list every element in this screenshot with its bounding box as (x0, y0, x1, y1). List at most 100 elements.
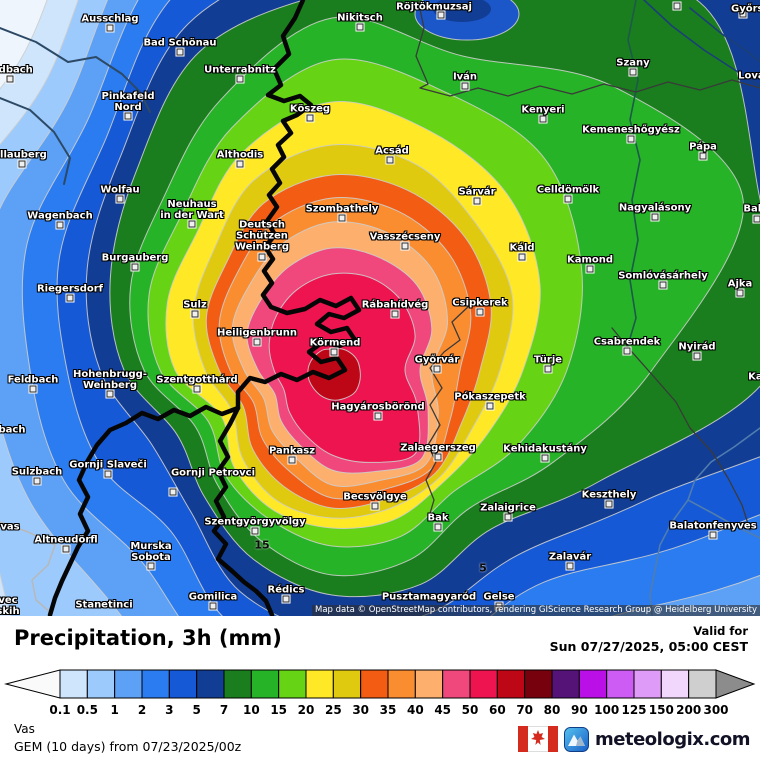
town-marker (540, 453, 550, 463)
town-label: Unterrabnitz (204, 64, 276, 76)
legend-tick-label: 20 (298, 703, 315, 716)
legend-tick-label: 60 (489, 703, 506, 716)
town-marker (373, 411, 383, 421)
legend-tick-label: 125 (621, 703, 646, 716)
legend-tick-label: 45 (434, 703, 451, 716)
town-label: Balatonfenyves (669, 520, 757, 532)
town-label: Wagenbach (27, 210, 93, 222)
legend-tick-label: 50 (462, 703, 479, 716)
town-marker (503, 512, 513, 522)
legend-tick-label: 0.1 (49, 703, 70, 716)
admin-border (425, 304, 471, 521)
town-label: Nikitsch (337, 12, 383, 24)
legend-color-segment (223, 669, 252, 699)
town-label: Nagyalásony (618, 202, 692, 214)
town-marker (400, 241, 410, 251)
town-marker (692, 351, 702, 361)
legend-color-segment (196, 669, 225, 699)
legend-color-segment (688, 669, 717, 699)
legend-tick-label: 90 (571, 703, 588, 716)
legend-color-segment (59, 669, 88, 699)
town-marker (28, 384, 38, 394)
precipitation-map[interactable]: Ausschlag Bad Schönau Unterrabnitz Nikitsch… (0, 0, 760, 616)
town-label: Szentgyörgyvölgy (204, 516, 306, 528)
town-label: Deutsch Schützen Weinberg (234, 219, 290, 253)
town-marker (433, 452, 443, 462)
town-label: Becsvölgye (343, 491, 407, 503)
town-label: Szany (616, 57, 650, 69)
town-label: Gelse (483, 591, 515, 603)
town-marker (385, 155, 395, 165)
town-label: Körmend (309, 337, 361, 349)
town-label: Hagyárosbörönd (331, 401, 425, 413)
legend-color-segment (633, 669, 662, 699)
region-name: Vas (14, 722, 35, 736)
town-label: Csabrendek (593, 336, 661, 348)
town-label: Bad Schönau (143, 37, 217, 49)
model-run-info: GEM (10 days) from 07/23/2025/00z (14, 739, 242, 754)
legend-tick-label: 15 (270, 703, 287, 716)
river (0, 97, 71, 185)
town-label: Sulz (183, 299, 207, 311)
town-label: Türje (533, 354, 563, 366)
town-label: ldbach (0, 64, 33, 76)
town-marker (485, 401, 495, 411)
town-label: Pusztamagyaród (381, 591, 477, 603)
town-label: Pinkafeld Nord (101, 90, 155, 113)
town-marker (337, 213, 347, 223)
town-label: Gornji Petrovci (170, 467, 256, 479)
town-label: Altneudörfl (34, 534, 98, 546)
town-marker (115, 194, 125, 204)
legend-tick-label: 100 (594, 703, 619, 716)
legend-tick-label: 3 (165, 703, 173, 716)
town-marker (305, 113, 315, 123)
town-label: Bakony (743, 203, 760, 215)
town-label: Riegersdorf (36, 283, 104, 295)
town-marker (61, 544, 71, 554)
town-marker (472, 196, 482, 206)
contour-value-label: 15 (254, 538, 270, 552)
town-marker (432, 364, 442, 374)
town-label: Stanetinci (75, 599, 133, 611)
town-label: Vasszécseny (369, 231, 441, 243)
town-label: Ajka (727, 278, 753, 290)
town-marker (250, 526, 260, 536)
brand-logo[interactable]: meteologix.com (518, 726, 750, 752)
legend-color-segment (278, 669, 307, 699)
town-label: öllauberg (0, 149, 47, 161)
town-label: Feldbach (7, 374, 59, 386)
map-attribution: Map data © OpenStreetMap contributors, r… (312, 605, 760, 616)
legend-color-segment (360, 669, 389, 699)
town-marker (672, 1, 682, 11)
town-marker (5, 74, 15, 84)
legend-color-segment (606, 669, 635, 699)
legend-color-segment (332, 669, 362, 699)
canada-flag-icon (518, 726, 559, 752)
town-label: Kapolcs (748, 371, 760, 383)
town-label: Szombathely (305, 203, 379, 215)
legend-color-segment (496, 669, 526, 699)
town-label: Sárvár (458, 186, 496, 198)
town-label: Heiligenbrunn (217, 327, 297, 339)
town-label: Bak (427, 512, 449, 524)
legend-tick-label: 25 (325, 703, 342, 716)
town-marker (433, 522, 443, 532)
map-canvas[interactable] (0, 0, 760, 616)
legend-color-segment (387, 669, 416, 699)
town-label: Acsád (375, 145, 409, 157)
town-label: Győrszemere (731, 3, 760, 15)
town-label: Kemeneshőgyész (582, 124, 680, 136)
town-label: Zalaegerszeg (400, 442, 476, 454)
legend-tick-label: 150 (649, 703, 674, 716)
legend-color-segment (551, 669, 580, 699)
town-label: Zalavár (548, 551, 592, 563)
town-label: Csipkerek (452, 297, 508, 309)
legend-tick-label: 40 (407, 703, 424, 716)
town-label: Kehidakustány (503, 443, 587, 455)
town-label: vecskih (0, 594, 20, 617)
town-marker (130, 262, 140, 272)
town-marker (187, 219, 197, 229)
town-marker (235, 74, 245, 84)
town-label: Kenyeri (521, 104, 565, 116)
legend-color-segment (114, 669, 143, 699)
